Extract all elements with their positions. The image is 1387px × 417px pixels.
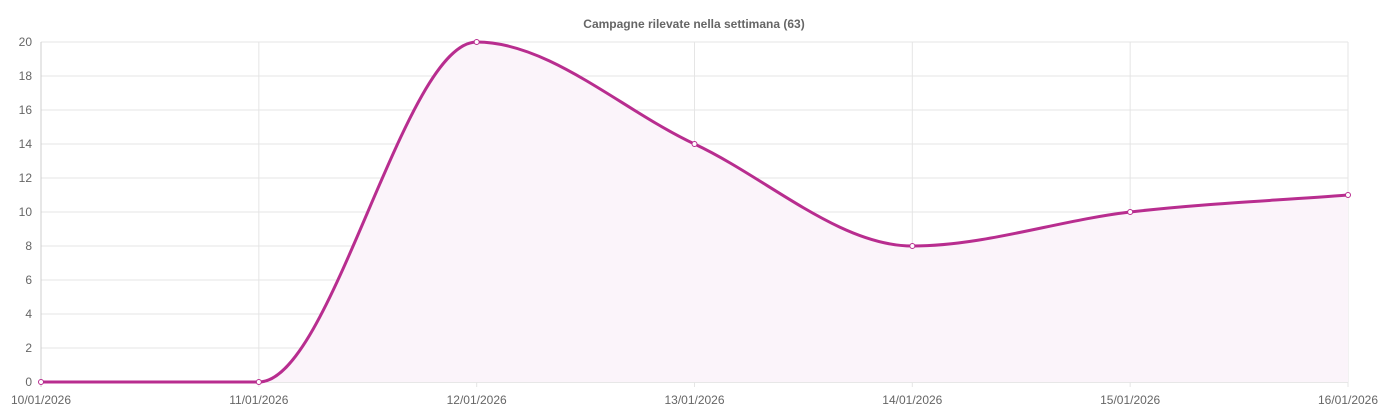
x-tick-label: 12/01/2026 — [447, 393, 507, 407]
data-point[interactable] — [473, 39, 480, 45]
data-point[interactable] — [909, 243, 916, 249]
series-area — [41, 42, 1348, 382]
x-axis-ticks: 10/01/2026 11/01/2026 12/01/2026 13/01/2026… — [11, 393, 1378, 407]
line-layer — [41, 40, 1349, 384]
data-point[interactable] — [255, 379, 262, 385]
data-point[interactable] — [691, 141, 698, 147]
chart-title: Campagne rilevate nella settimana (63) — [583, 17, 804, 31]
series-line — [41, 40, 1349, 384]
point-layer — [38, 39, 1351, 385]
y-tick-label: 14 — [19, 137, 33, 151]
y-tick-label: 16 — [19, 103, 33, 117]
y-tick-label: 8 — [25, 239, 32, 253]
y-tick-label: 18 — [19, 69, 33, 83]
data-point[interactable] — [1345, 192, 1351, 198]
y-tick-label: 2 — [25, 341, 32, 355]
y-tick-label: 20 — [19, 35, 33, 49]
x-tick-label: 11/01/2026 — [229, 393, 288, 407]
y-tick-label: 12 — [19, 171, 33, 185]
y-tick-label: 0 — [25, 375, 32, 389]
area-layer — [41, 42, 1348, 382]
y-axis-ticks: 0 2 4 6 8 10 12 14 16 18 20 — [19, 35, 33, 389]
x-tick-label: 10/01/2026 — [11, 393, 71, 407]
y-tick-label: 10 — [19, 205, 33, 219]
y-tick-label: 6 — [25, 273, 32, 287]
x-tick-label: 15/01/2026 — [1100, 393, 1160, 407]
data-point[interactable] — [1127, 209, 1134, 215]
x-tick-label: 14/01/2026 — [882, 393, 942, 407]
x-tick-label: 16/01/2026 — [1318, 393, 1378, 407]
data-point[interactable] — [38, 379, 44, 385]
y-tick-label: 4 — [25, 307, 32, 321]
x-tick-label: 13/01/2026 — [664, 393, 724, 407]
